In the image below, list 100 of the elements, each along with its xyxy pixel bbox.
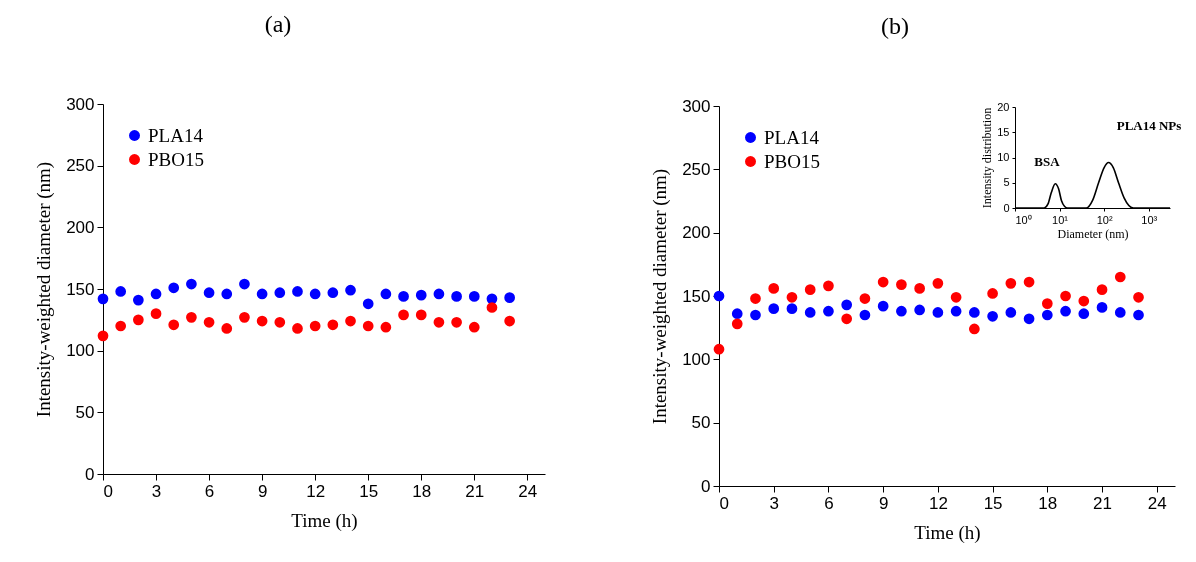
point [804,307,816,318]
point [877,300,889,312]
point [415,289,427,301]
point [327,319,339,331]
point [1114,271,1126,283]
point [750,309,761,321]
point [1078,295,1090,307]
x-tick-label: 21 [1093,493,1112,513]
annotation: BSA [1034,154,1061,169]
point [1005,307,1017,318]
y-tick-label: 250 [66,156,95,176]
point [969,323,980,335]
x-axis-title: Time (h) [914,521,981,544]
point [841,299,853,311]
point [1041,309,1053,321]
x-tick-label: 6 [204,481,215,501]
point [150,308,162,320]
x-tick-label: 10¹ [1052,213,1069,226]
point [731,308,743,320]
point [1133,309,1144,321]
point [97,293,109,305]
point [1096,284,1108,296]
x-tick-label: 10³ [1141,213,1158,226]
point [239,278,250,290]
point [150,288,162,300]
x-tick-label: 24 [518,481,538,501]
x-axis-title: Diameter (nm) [1057,226,1129,241]
point [932,307,944,318]
x-tick-label: 6 [824,493,834,513]
point [1023,313,1035,325]
point [768,303,780,315]
point [859,309,871,321]
point [433,316,445,328]
point [468,291,480,302]
point [221,323,233,334]
x-tick-label: 12 [928,493,948,513]
y-tick-label: 50 [691,413,711,433]
y-tick-label: 5 [1003,176,1010,189]
point [896,305,907,317]
x-tick-label: 0 [103,481,113,501]
y-tick-label: 15 [997,125,1010,138]
y-tick-label: 150 [682,286,711,306]
y-tick-label: 300 [682,96,711,116]
point [786,303,798,315]
point [186,312,197,323]
point [327,287,339,299]
x-tick-label: 9 [257,481,268,501]
point [1078,308,1090,320]
point [950,291,962,303]
y-tick-label: 50 [75,402,95,422]
legend-label: PLA14 [764,126,820,148]
point [362,298,374,310]
point [877,276,889,288]
point [133,294,144,306]
x-tick-label: 0 [719,493,729,513]
point [203,287,215,299]
point [115,286,127,297]
y-axis-title: Intensity-weighted diameter (nm) [33,161,56,418]
point [256,315,268,327]
point [969,307,980,318]
x-tick-label: 18 [1038,493,1058,513]
chart-title: (a) [264,11,292,37]
point [292,286,303,297]
point [932,277,944,289]
legend-label: PLA14 [148,124,204,146]
point [1060,290,1071,302]
point [987,288,998,299]
point [115,320,127,332]
point [309,288,321,300]
x-tick-label: 3 [769,493,779,513]
y-tick-label: 300 [66,94,95,114]
point [914,283,925,294]
annotation: PLA14 NPs [1116,118,1182,133]
point [345,284,356,296]
point [768,283,780,294]
point [451,316,462,328]
point [168,319,180,331]
point [841,313,853,325]
point [415,309,427,321]
x-tick-label: 12 [306,481,326,501]
y-tick-label: 150 [66,279,95,299]
point [731,318,743,330]
point [486,302,498,313]
point [786,291,798,303]
point [186,278,197,290]
point [398,291,409,302]
point [914,304,925,316]
y-axis-title: Intensity distribution [980,107,995,209]
point [451,291,462,302]
y-tick-label: 100 [682,349,711,369]
point [133,314,144,326]
y-tick-label: 250 [682,159,711,179]
point [859,293,871,304]
point [292,323,303,334]
x-tick-label: 10² [1096,213,1113,226]
point [274,316,286,328]
point [168,282,180,294]
point [896,279,907,290]
x-tick-label: 9 [878,493,889,513]
point [823,305,834,317]
